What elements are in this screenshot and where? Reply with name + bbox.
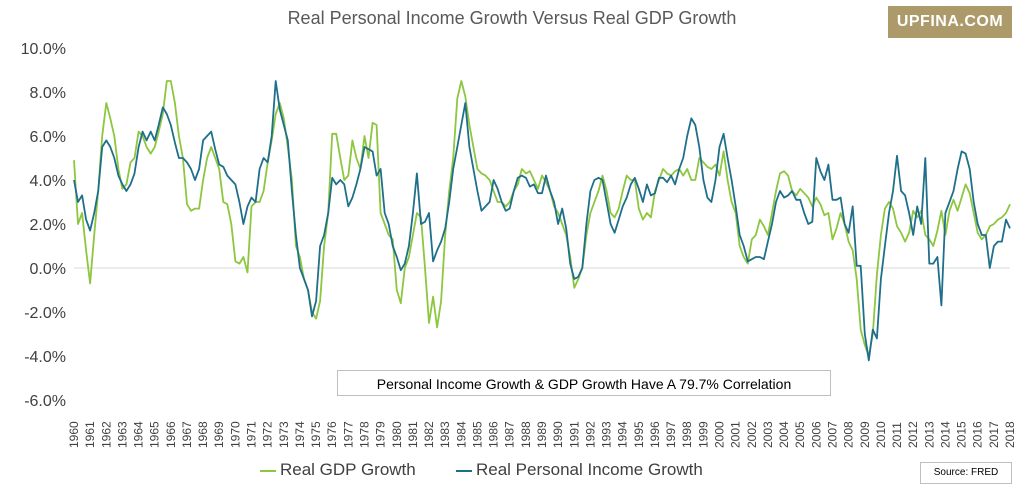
x-tick-label: 1977 — [341, 421, 355, 448]
x-axis: 1960 1961 1962 1963 1964 1965 1966 1967 1968 1969… — [67, 421, 1017, 448]
y-tick-label: 8.0% — [30, 85, 66, 102]
x-tick-label: 1971 — [245, 421, 259, 448]
brand-logo: UPFINA.COM — [888, 6, 1012, 38]
legend-label-gdp: Real GDP Growth — [280, 460, 416, 479]
x-tick-label: 1966 — [164, 421, 178, 448]
y-tick-label: 10.0% — [21, 41, 66, 58]
x-tick-label: 1992 — [583, 421, 597, 448]
x-tick-label: 1994 — [616, 421, 630, 448]
x-tick-label: 1965 — [148, 421, 162, 448]
x-tick-label: 1976 — [325, 421, 339, 448]
x-tick-label: 1974 — [293, 421, 307, 448]
y-tick-label: -4.0% — [24, 349, 66, 366]
legend-item-income: Real Personal Income Growth — [456, 460, 703, 480]
x-tick-label: 1975 — [309, 421, 323, 448]
x-tick-label: 2007 — [825, 421, 839, 448]
y-tick-label: 0.0% — [30, 261, 66, 278]
x-tick-label: 2013 — [922, 421, 936, 448]
x-tick-label: 2015 — [955, 421, 969, 448]
x-tick-label: 1995 — [632, 421, 646, 448]
x-tick-label: 1983 — [438, 421, 452, 448]
x-tick-label: 1960 — [67, 421, 81, 448]
x-tick-label: 2012 — [906, 421, 920, 448]
y-tick-label: 2.0% — [30, 217, 66, 234]
chart-title: Real Personal Income Growth Versus Real … — [287, 8, 737, 28]
y-tick-label: 6.0% — [30, 129, 66, 146]
series-line-gdp — [73, 80, 1011, 357]
x-tick-label: 1984 — [454, 421, 468, 448]
x-tick-label: 1982 — [422, 421, 436, 448]
x-tick-label: 1963 — [115, 421, 129, 448]
x-tick-label: 2009 — [858, 421, 872, 448]
y-axis: -6.0% -4.0% -2.0% 0.0% 2.0% 4.0% 6.0% 8.0% 10.0% — [21, 41, 66, 410]
x-tick-label: 1978 — [357, 421, 371, 448]
x-tick-label: 1997 — [664, 421, 678, 448]
x-tick-label: 1999 — [696, 421, 710, 448]
x-tick-label: 1979 — [374, 421, 388, 448]
x-tick-label: 1985 — [470, 421, 484, 448]
legend-item-gdp: Real GDP Growth — [260, 460, 416, 480]
x-tick-label: 1998 — [680, 421, 694, 448]
correlation-annotation: Personal Income Growth & GDP Growth Have… — [337, 370, 831, 396]
x-tick-label: 1991 — [567, 421, 581, 448]
x-tick-label: 1989 — [535, 421, 549, 448]
x-tick-label: 2016 — [971, 421, 985, 448]
x-tick-label: 1996 — [648, 421, 662, 448]
x-tick-label: 1981 — [406, 421, 420, 448]
x-tick-label: 1968 — [196, 421, 210, 448]
x-tick-label: 1962 — [99, 421, 113, 448]
x-tick-label: 1969 — [212, 421, 226, 448]
x-tick-label: 1967 — [180, 421, 194, 448]
y-tick-label: 4.0% — [30, 173, 66, 190]
x-tick-label: 2003 — [761, 421, 775, 448]
legend-label-income: Real Personal Income Growth — [476, 460, 703, 479]
x-tick-label: 1993 — [600, 421, 614, 448]
x-tick-label: 2000 — [713, 421, 727, 448]
x-tick-label: 2002 — [745, 421, 759, 448]
x-tick-label: 1990 — [551, 421, 565, 448]
x-tick-label: 1964 — [132, 421, 146, 448]
legend-swatch-gdp — [260, 469, 276, 472]
y-tick-label: -6.0% — [24, 393, 66, 410]
series-line-income — [73, 80, 1011, 362]
x-tick-label: 2014 — [938, 421, 952, 448]
x-tick-label: 2005 — [793, 421, 807, 448]
x-tick-label: 1987 — [503, 421, 517, 448]
x-tick-label: 2006 — [809, 421, 823, 448]
x-tick-label: 1973 — [277, 421, 291, 448]
x-tick-label: 1986 — [487, 421, 501, 448]
x-tick-label: 1980 — [390, 421, 404, 448]
x-tick-label: 1970 — [228, 421, 242, 448]
x-tick-label: 1972 — [261, 421, 275, 448]
source-note: Source: FRED — [920, 462, 1012, 484]
y-tick-label: -2.0% — [24, 305, 66, 322]
x-tick-label: 1961 — [83, 421, 97, 448]
x-tick-label: 2001 — [729, 421, 743, 448]
legend-swatch-income — [456, 469, 472, 472]
x-tick-label: 2011 — [890, 422, 904, 448]
x-tick-label: 2010 — [874, 421, 888, 448]
x-tick-label: 1988 — [519, 421, 533, 448]
x-tick-label: 2018 — [1003, 421, 1017, 448]
x-tick-label: 2017 — [987, 421, 1001, 448]
series-layer — [73, 80, 1011, 362]
x-tick-label: 2008 — [842, 421, 856, 448]
x-tick-label: 2004 — [777, 421, 791, 448]
